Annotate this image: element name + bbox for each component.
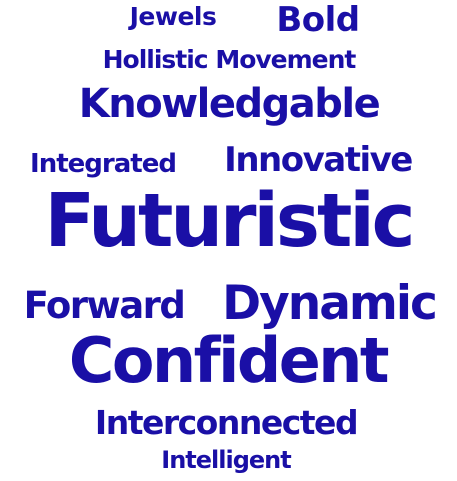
word-jewels: Jewels — [129, 2, 217, 31]
word-dynamic: Dynamic — [222, 276, 438, 331]
word-confident: Confident — [68, 324, 390, 397]
word-bold: Bold — [276, 0, 360, 40]
word-intelligent: Intelligent — [161, 446, 291, 474]
word-hollistic-movement: Hollistic Movement — [102, 45, 357, 74]
word-knowledgable: Knowledgable — [78, 81, 381, 127]
word-forward: Forward — [23, 284, 186, 327]
word-innovative: Innovative — [224, 140, 413, 180]
word-interconnected: Interconnected — [94, 403, 359, 442]
word-futuristic: Futuristic — [44, 178, 415, 264]
word-integrated: Integrated — [30, 149, 177, 179]
